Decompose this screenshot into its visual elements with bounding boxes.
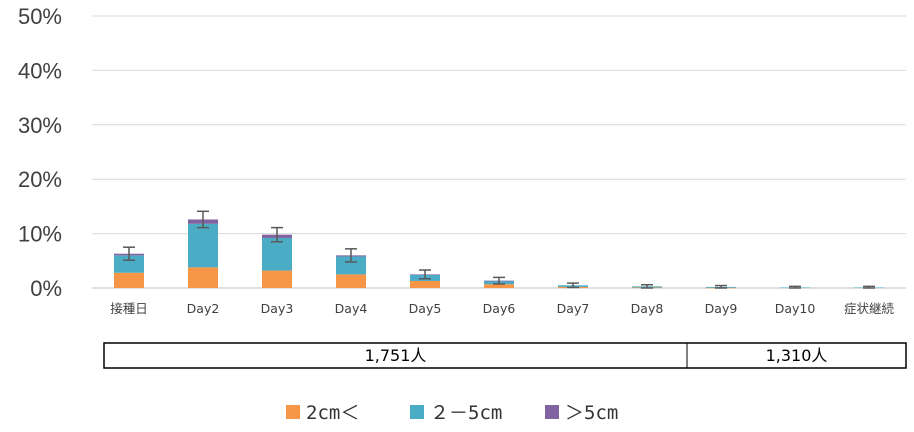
- gridlines: [92, 15, 906, 289]
- sample-size-label: 1,751人: [365, 346, 427, 365]
- x-tick-label: 接種日: [110, 301, 148, 316]
- bar-segment: [114, 255, 144, 273]
- legend-label: 2cm＜: [306, 402, 359, 424]
- x-tick-label: Day5: [409, 301, 442, 316]
- y-tick-label: 20%: [18, 167, 62, 192]
- bar-segment: [336, 256, 366, 275]
- x-axis: 接種日 Day2 Day3 Day4 Day5 Day6 Day7 Day8 Day9 Day10…: [110, 301, 894, 316]
- bar-segment: [410, 280, 440, 288]
- x-tick-label: Day7: [557, 301, 590, 316]
- x-tick-label: Day4: [335, 301, 368, 316]
- bar-segment: [188, 267, 218, 288]
- bar-segment: [188, 223, 218, 268]
- legend-swatch: [410, 405, 424, 419]
- bar-segment: [262, 270, 292, 288]
- x-tick-label: Day2: [187, 301, 220, 316]
- y-tick-label: 40%: [18, 58, 62, 83]
- sample-size-label: 1,310人: [766, 346, 828, 365]
- legend-label: ＞5cm: [565, 402, 618, 424]
- legend-swatch: [286, 405, 300, 419]
- bars: [114, 219, 884, 289]
- bar-segment: [484, 284, 514, 288]
- x-tick-label: Day8: [631, 301, 664, 316]
- sample-size-frame: [103, 342, 907, 369]
- sample-size-box: 1,751人 1,310人: [103, 342, 907, 369]
- x-tick-label: 症状継続: [844, 301, 895, 316]
- x-tick-label: Day6: [483, 301, 516, 316]
- x-tick-label: Day3: [261, 301, 294, 316]
- legend-label: ２－5cm: [430, 402, 502, 424]
- y-tick-label: 10%: [18, 222, 62, 247]
- x-tick-label: Day10: [775, 301, 816, 316]
- y-axis: 0% 10% 20% 30% 40% 50%: [18, 4, 62, 301]
- bar-segment: [336, 274, 366, 288]
- legend-swatch: [545, 405, 559, 419]
- y-tick-label: 30%: [18, 113, 62, 138]
- bar-segment: [262, 237, 292, 271]
- legend: 2cm＜ ２－5cm ＞5cm: [286, 402, 618, 424]
- error-bars: [123, 210, 875, 289]
- bar-segment: [114, 272, 144, 288]
- x-tick-label: Day9: [705, 301, 738, 316]
- y-tick-label: 50%: [18, 4, 62, 29]
- y-tick-label: 0%: [30, 276, 62, 301]
